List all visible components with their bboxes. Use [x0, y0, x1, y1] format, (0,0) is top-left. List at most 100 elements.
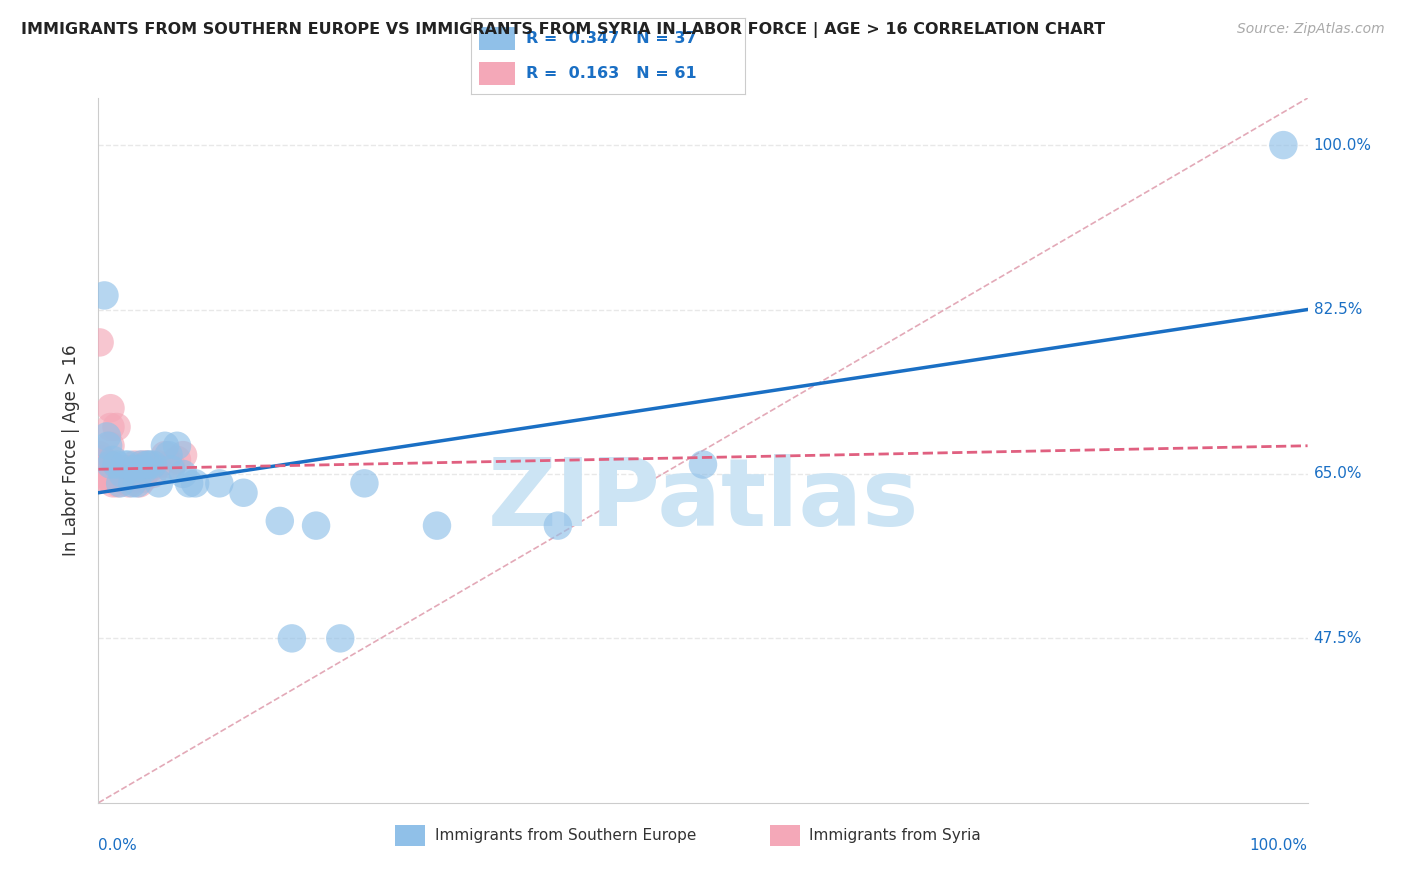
- Point: [111, 467, 134, 481]
- Point: [97, 439, 120, 453]
- Point: [93, 472, 115, 486]
- Point: [124, 462, 146, 476]
- Point: [172, 448, 194, 462]
- Point: [89, 467, 111, 481]
- Text: 65.0%: 65.0%: [1313, 467, 1362, 482]
- Text: R =  0.347   N = 37: R = 0.347 N = 37: [526, 31, 696, 45]
- Point: [142, 467, 165, 481]
- Point: [166, 453, 188, 467]
- Text: 47.5%: 47.5%: [1313, 631, 1362, 646]
- Text: 0.0%: 0.0%: [98, 838, 138, 853]
- Point: [138, 458, 160, 472]
- Point: [124, 458, 146, 472]
- Point: [96, 458, 118, 472]
- Point: [208, 476, 231, 491]
- Point: [107, 476, 129, 491]
- Point: [121, 476, 143, 491]
- Point: [93, 288, 115, 302]
- Point: [172, 467, 194, 481]
- Y-axis label: In Labor Force | Age > 16: In Labor Force | Age > 16: [62, 344, 80, 557]
- Point: [135, 462, 157, 476]
- Point: [91, 453, 114, 467]
- Text: Immigrants from Southern Europe: Immigrants from Southern Europe: [434, 829, 696, 844]
- Point: [118, 476, 141, 491]
- Point: [118, 458, 141, 472]
- Point: [105, 472, 128, 486]
- Point: [129, 458, 152, 472]
- Point: [148, 476, 170, 491]
- Point: [100, 467, 122, 481]
- Point: [96, 429, 118, 443]
- Point: [96, 467, 118, 481]
- Point: [426, 518, 449, 533]
- Point: [142, 458, 165, 472]
- Point: [90, 458, 112, 472]
- Text: IMMIGRANTS FROM SOUTHERN EUROPE VS IMMIGRANTS FROM SYRIA IN LABOR FORCE | AGE > : IMMIGRANTS FROM SOUTHERN EUROPE VS IMMIG…: [21, 22, 1105, 38]
- Point: [101, 462, 124, 476]
- Point: [160, 462, 183, 476]
- Point: [134, 462, 156, 476]
- Point: [100, 472, 122, 486]
- Point: [127, 462, 149, 476]
- Bar: [479, 62, 515, 85]
- Point: [117, 472, 139, 486]
- Point: [115, 462, 138, 476]
- Point: [101, 476, 124, 491]
- Point: [114, 458, 136, 472]
- Point: [179, 476, 201, 491]
- Point: [94, 467, 117, 481]
- Point: [120, 462, 142, 476]
- Point: [108, 467, 131, 481]
- Point: [184, 476, 207, 491]
- Bar: [769, 825, 800, 847]
- Point: [100, 401, 122, 416]
- Point: [89, 335, 111, 350]
- Point: [153, 439, 176, 453]
- Point: [125, 472, 148, 486]
- Point: [121, 472, 143, 486]
- Point: [132, 472, 155, 486]
- Point: [122, 467, 145, 481]
- Point: [111, 467, 134, 481]
- Point: [131, 458, 153, 472]
- Point: [101, 453, 124, 467]
- Point: [100, 458, 122, 472]
- Point: [110, 462, 132, 476]
- Text: Immigrants from Syria: Immigrants from Syria: [810, 829, 981, 844]
- Point: [692, 458, 714, 472]
- Point: [135, 458, 157, 472]
- Text: Source: ZipAtlas.com: Source: ZipAtlas.com: [1237, 22, 1385, 37]
- Point: [100, 458, 122, 472]
- Point: [91, 462, 114, 476]
- Point: [547, 518, 569, 533]
- Point: [128, 476, 150, 491]
- Point: [108, 472, 131, 486]
- Point: [138, 462, 160, 476]
- Point: [127, 476, 149, 491]
- Point: [97, 472, 120, 486]
- Point: [269, 514, 291, 528]
- Point: [1272, 138, 1295, 153]
- Point: [160, 458, 183, 472]
- Point: [148, 458, 170, 472]
- Text: 82.5%: 82.5%: [1313, 302, 1362, 317]
- Point: [353, 476, 375, 491]
- Point: [97, 462, 120, 476]
- Point: [127, 467, 149, 481]
- Text: ZIPatlas: ZIPatlas: [488, 454, 918, 546]
- Bar: [479, 27, 515, 50]
- Point: [118, 467, 141, 481]
- Point: [112, 472, 135, 486]
- Point: [90, 467, 112, 481]
- Point: [135, 458, 157, 472]
- Point: [91, 467, 114, 481]
- Text: R =  0.163   N = 61: R = 0.163 N = 61: [526, 66, 696, 80]
- Point: [129, 462, 152, 476]
- Point: [100, 420, 122, 434]
- Point: [134, 467, 156, 481]
- Point: [89, 458, 111, 472]
- Text: 100.0%: 100.0%: [1250, 838, 1308, 853]
- Text: 100.0%: 100.0%: [1313, 137, 1372, 153]
- Point: [89, 448, 111, 462]
- Point: [153, 448, 176, 462]
